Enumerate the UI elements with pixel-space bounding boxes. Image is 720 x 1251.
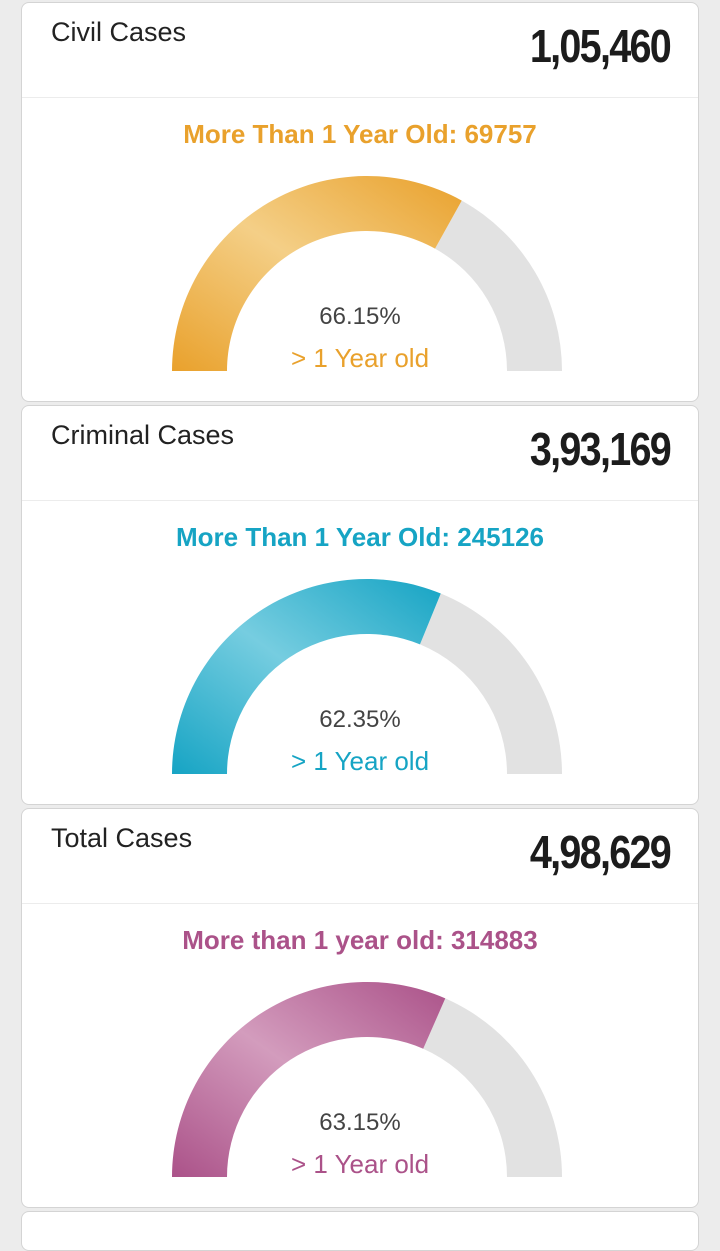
criminal-cases-card: Criminal Cases 3,93,169 More Than 1 Year… bbox=[21, 405, 699, 805]
age-label: > 1 Year old bbox=[290, 746, 430, 776]
gauge-value-arc bbox=[172, 578, 441, 774]
gauge-chart bbox=[172, 982, 562, 1177]
civil-cases-card: Civil Cases 1,05,460 More Than 1 Year Ol… bbox=[21, 2, 699, 402]
card-title: Civil Cases bbox=[51, 17, 187, 47]
old-cases-subtitle: More Than 1 Year Old: 245126 bbox=[175, 522, 545, 552]
card-header: Civil Cases 1,05,460 bbox=[22, 3, 698, 98]
percent-label: 62.35% bbox=[319, 706, 401, 733]
old-cases-subtitle: More than 1 year old: 314883 bbox=[182, 925, 538, 955]
percent-label: 66.15% bbox=[319, 303, 401, 330]
gauge-value-arc bbox=[172, 175, 462, 371]
card-header: Criminal Cases 3,93,169 bbox=[22, 406, 698, 501]
gauge-chart bbox=[172, 578, 562, 774]
gauge-remaining-arc bbox=[419, 593, 562, 774]
old-cases-subtitle: More Than 1 Year Old: 69757 bbox=[183, 119, 537, 149]
case-count: 3,93,169 bbox=[529, 423, 672, 475]
card-header: Total Cases 4,98,629 bbox=[22, 809, 698, 904]
case-count: 4,98,629 bbox=[529, 826, 672, 878]
percent-label: 63.15% bbox=[319, 1109, 401, 1136]
total-cases-card: Total Cases 4,98,629 More than 1 year ol… bbox=[21, 808, 699, 1208]
gauge-remaining-arc bbox=[423, 998, 562, 1177]
gauge-chart bbox=[172, 175, 562, 371]
next-card bbox=[21, 1211, 699, 1251]
gauge-remaining-arc bbox=[435, 200, 562, 371]
card-title: Total Cases bbox=[51, 823, 193, 853]
age-label: > 1 Year old bbox=[290, 1149, 430, 1179]
case-count: 1,05,460 bbox=[529, 20, 672, 72]
card-title: Criminal Cases bbox=[51, 420, 235, 450]
age-label: > 1 Year old bbox=[290, 343, 430, 373]
gauge-value-arc bbox=[172, 982, 446, 1177]
